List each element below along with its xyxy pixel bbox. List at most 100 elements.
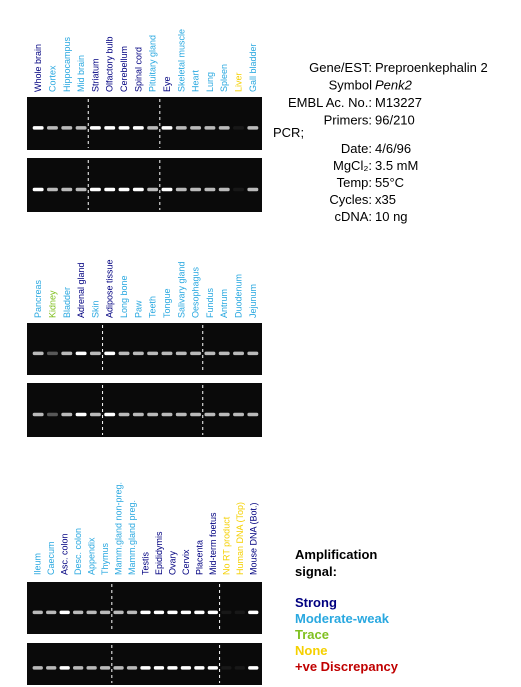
legend-item: Strong — [295, 595, 337, 610]
pcr-label: PCR; — [273, 125, 304, 140]
band — [61, 351, 73, 356]
band — [194, 610, 205, 615]
band — [126, 610, 138, 615]
band — [247, 412, 259, 417]
info-value: M13227 — [375, 95, 422, 110]
band — [32, 187, 44, 192]
band — [207, 666, 218, 670]
info-value: x35 — [375, 192, 396, 207]
band — [47, 412, 58, 417]
info-label: Gene/EST: — [309, 60, 372, 75]
band — [89, 351, 101, 356]
info-label: Primers: — [324, 113, 372, 128]
lane-label: Long bone — [119, 275, 129, 318]
gel — [27, 383, 262, 437]
lane-label: Adipose tissue — [105, 259, 115, 318]
legend-item: +ve Discrepancy — [295, 659, 399, 674]
lane-label: Caecum — [46, 541, 56, 575]
info-value: Penk2 — [375, 78, 413, 93]
legend-title: Amplification — [295, 547, 377, 562]
lane-label: Pituitary gland — [148, 35, 158, 92]
lane-label: Bladder — [62, 287, 72, 318]
band — [190, 412, 202, 417]
lane-label: Skeletal muscle — [176, 29, 186, 92]
lane-label: Human DNA (Top) — [235, 502, 245, 575]
band — [204, 126, 216, 130]
lane-label: Whole brain — [33, 44, 43, 92]
band — [147, 187, 159, 192]
lane-label: Antrum — [219, 289, 229, 318]
band — [140, 610, 151, 615]
legend-title: signal: — [295, 564, 337, 579]
lane-label: Lung — [205, 72, 215, 92]
band — [59, 666, 70, 670]
band — [247, 126, 259, 130]
lane-label: Striatum — [90, 58, 100, 92]
band — [140, 666, 151, 670]
band — [99, 666, 111, 670]
gel — [27, 97, 262, 150]
band — [47, 126, 58, 130]
lane-label: Placenta — [194, 540, 204, 575]
band — [32, 666, 43, 670]
band — [118, 126, 130, 130]
band — [75, 126, 87, 130]
lane-label: Asc. colon — [60, 533, 70, 575]
band — [126, 666, 138, 670]
info-value: 55°C — [375, 175, 404, 190]
lane-label: Teeth — [148, 296, 158, 318]
band — [47, 187, 58, 192]
lane-label: Mid brain — [76, 55, 86, 92]
band — [190, 187, 202, 192]
band — [161, 126, 173, 130]
band — [132, 126, 144, 130]
band — [75, 412, 87, 417]
lane-label: Heart — [191, 69, 201, 92]
lane-label: Paw — [133, 300, 143, 318]
band — [204, 412, 216, 417]
lane-label: Ovary — [167, 550, 177, 575]
lane-label: Mouse DNA (Bot.) — [248, 502, 258, 575]
band — [175, 187, 187, 192]
band — [132, 412, 144, 417]
band — [47, 351, 58, 356]
band — [218, 126, 230, 130]
band — [89, 187, 101, 192]
band — [221, 610, 232, 615]
legend-item: None — [295, 643, 328, 658]
band — [190, 126, 202, 130]
band — [73, 666, 84, 670]
band — [132, 187, 144, 192]
lane-label: Spleen — [219, 64, 229, 92]
lane-label: Mamm.gland preg. — [127, 500, 137, 575]
lane-label: Kidney — [47, 290, 57, 318]
band — [218, 412, 230, 417]
band — [86, 610, 97, 615]
lane-label: Eye — [162, 76, 172, 92]
info-label: Cycles: — [329, 192, 372, 207]
band — [147, 126, 159, 130]
legend-item: Moderate-weak — [295, 611, 390, 626]
band — [147, 412, 159, 417]
lane-label: Gall bladder — [248, 43, 258, 92]
lane-label: No RT product — [221, 516, 231, 575]
band — [89, 126, 101, 130]
band — [180, 610, 192, 615]
lane-label: Oesophagus — [191, 266, 201, 318]
band — [59, 610, 70, 615]
lane-label: Cervix — [181, 549, 191, 575]
info-value: 4/6/96 — [375, 141, 411, 156]
lane-label: Testis — [141, 551, 151, 575]
info-label: Temp: — [337, 175, 372, 190]
band — [207, 610, 218, 615]
band — [73, 610, 84, 615]
band — [147, 351, 159, 356]
gel — [27, 323, 262, 375]
lane-label: Salivary gland — [176, 261, 186, 318]
lane-label: Liver — [234, 72, 244, 92]
band — [153, 610, 165, 615]
band — [118, 412, 130, 417]
band — [153, 666, 165, 670]
band — [233, 187, 244, 192]
